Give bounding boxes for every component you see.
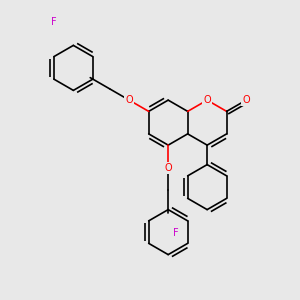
- Text: O: O: [164, 163, 172, 172]
- Text: O: O: [242, 95, 250, 105]
- Text: O: O: [203, 95, 211, 105]
- Text: O: O: [125, 95, 133, 105]
- Text: F: F: [173, 228, 179, 238]
- Text: F: F: [52, 17, 57, 27]
